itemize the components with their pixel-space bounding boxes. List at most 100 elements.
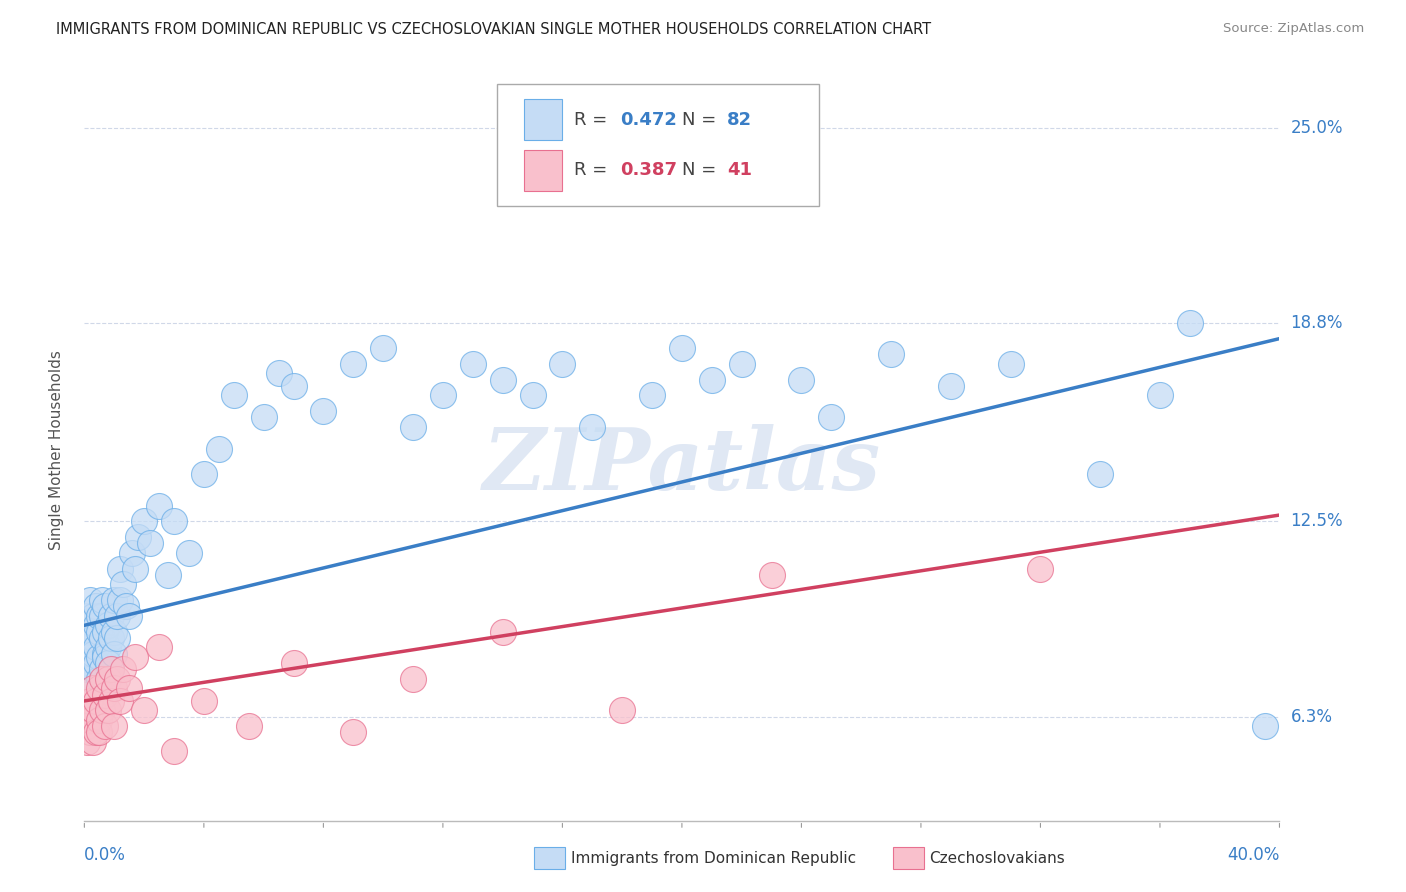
Point [163,744,186,758]
Point [91,662,114,676]
Text: 12.5%: 12.5% [1291,512,1343,531]
Point [97,618,120,632]
Point [641,388,664,402]
Point [790,373,813,387]
Point [100,662,122,676]
Point [1090,467,1112,481]
Point [79,647,101,661]
Text: 6.3%: 6.3% [1291,707,1333,726]
Point [97,640,120,655]
Point [100,662,122,676]
Point [139,536,162,550]
Point [82,631,104,645]
Point [163,514,186,528]
Point [76,640,98,655]
Text: N =: N = [682,161,721,179]
Point [91,631,114,645]
Text: 0.0%: 0.0% [84,846,127,863]
Point [110,694,132,708]
Point [91,593,114,607]
Point [89,649,111,664]
Point [76,703,98,717]
Point [148,499,170,513]
Point [112,662,135,676]
Point [492,624,515,639]
Point [121,546,143,560]
Point [79,713,101,727]
Point [1149,388,1171,402]
Point [82,681,104,696]
Point [79,672,101,686]
Point [103,681,125,696]
Point [432,388,454,402]
Text: Source: ZipAtlas.com: Source: ZipAtlas.com [1223,22,1364,36]
Point [82,662,104,676]
Text: 40.0%: 40.0% [1227,846,1279,863]
Point [110,593,132,607]
Point [939,379,962,393]
Point [76,608,98,623]
Point [1029,561,1052,575]
Point [89,713,111,727]
Point [551,357,574,371]
Point [91,608,114,623]
Point [492,373,515,387]
Point [761,568,783,582]
Point [100,694,122,708]
Point [253,410,276,425]
Point [89,672,111,686]
Point [82,647,104,661]
Text: ZIPatlas: ZIPatlas [482,424,882,507]
Point [402,420,425,434]
Point [105,672,128,686]
Point [402,672,425,686]
Point [132,703,156,717]
Text: 18.8%: 18.8% [1291,314,1343,332]
Point [612,703,634,717]
Point [208,442,231,456]
Point [1000,357,1022,371]
Point [148,640,170,655]
Text: R =: R = [575,111,613,128]
Point [700,373,723,387]
Point [100,608,122,623]
Text: R =: R = [575,161,613,179]
Point [91,703,114,717]
Point [731,357,754,371]
Point [820,410,842,425]
Point [283,656,305,670]
Point [342,357,364,371]
FancyBboxPatch shape [524,150,562,191]
Point [193,694,215,708]
Point [94,599,117,614]
Point [82,703,104,717]
Point [581,420,603,434]
Point [100,631,122,645]
Text: 25.0%: 25.0% [1291,119,1343,136]
Point [86,725,108,739]
Point [86,640,108,655]
Point [86,656,108,670]
Point [94,719,117,733]
Point [94,649,117,664]
Point [124,561,146,575]
Point [461,357,484,371]
Point [97,656,120,670]
Point [91,672,114,686]
Point [86,599,108,614]
Point [76,662,98,676]
Point [103,647,125,661]
Point [238,719,260,733]
Point [103,593,125,607]
Point [880,347,903,361]
Point [522,388,544,402]
Point [132,514,156,528]
Point [86,694,108,708]
Y-axis label: Single Mother Households: Single Mother Households [49,351,63,550]
Point [79,725,101,739]
Text: N =: N = [682,111,721,128]
Point [89,681,111,696]
Point [103,624,125,639]
Point [97,672,120,686]
Point [1253,719,1275,733]
